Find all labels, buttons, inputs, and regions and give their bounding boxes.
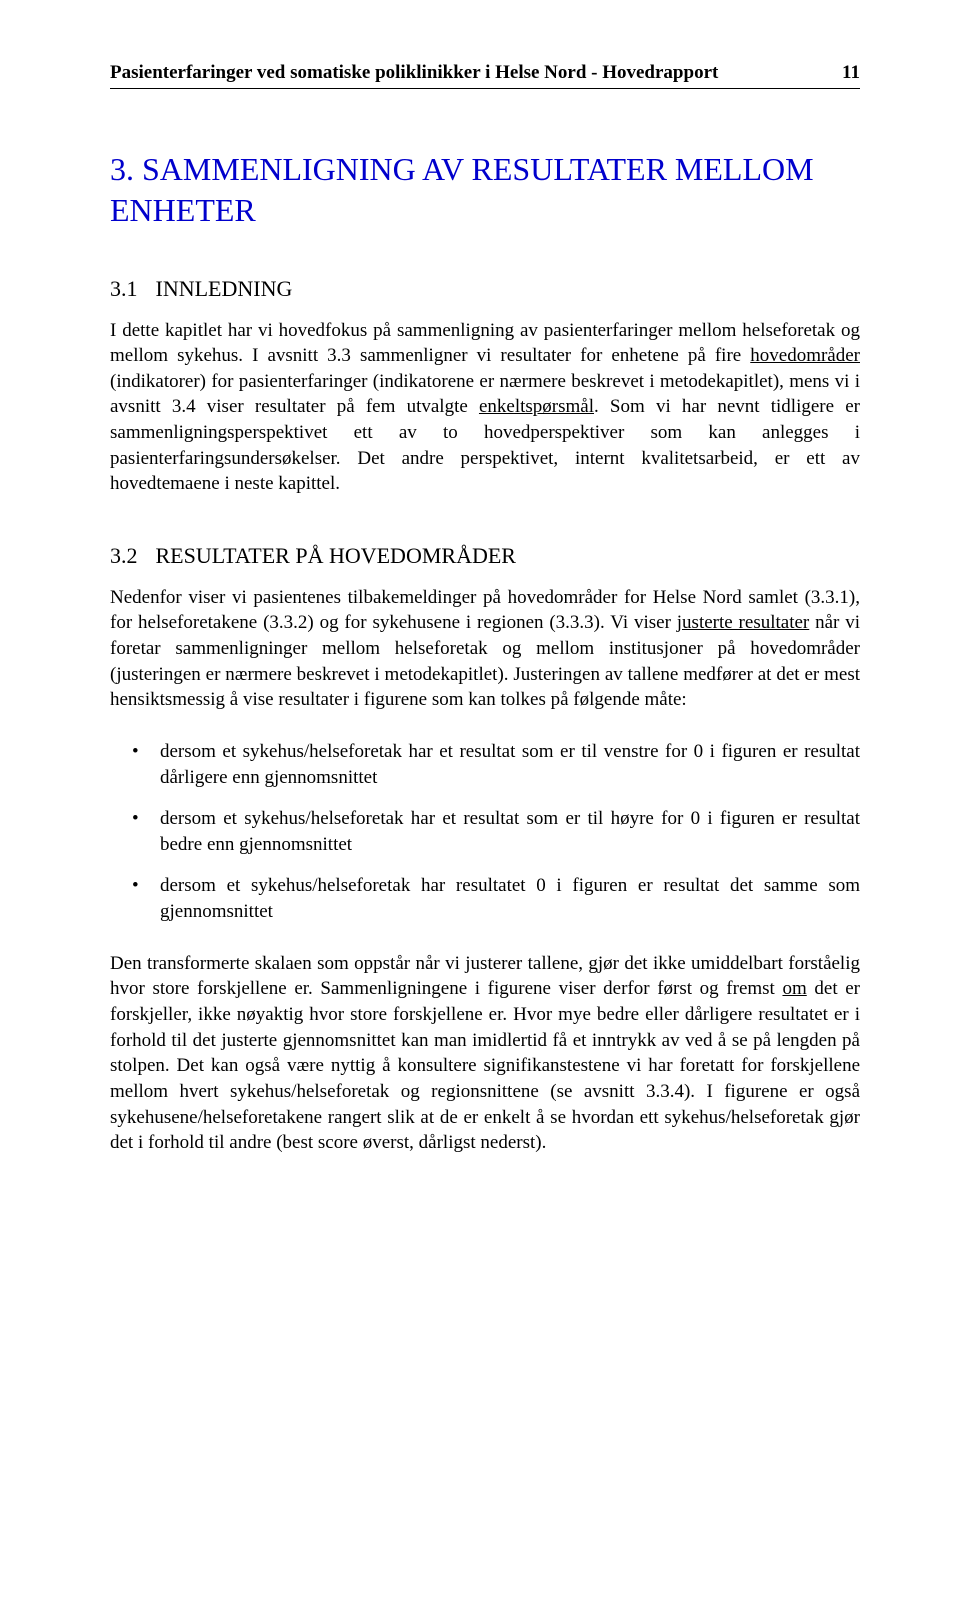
underlined-text: justerte resultater: [677, 612, 809, 633]
section-number: 3.1: [110, 276, 138, 301]
text-run: I dette kapitlet har vi hovedfokus på sa…: [110, 320, 860, 367]
underlined-text: enkeltspørsmål: [479, 396, 594, 417]
section-3-1-heading: 3.1 INNLEDNING: [110, 274, 860, 304]
section-3-2-paragraph-2: Den transformerte skalaen som oppstår nå…: [110, 951, 860, 1156]
header-page-number: 11: [842, 60, 860, 86]
underlined-text: om: [782, 978, 806, 999]
text-run: det er forskjeller, ikke nøyaktig hvor s…: [110, 978, 860, 1153]
section-title: INNLEDNING: [156, 276, 293, 301]
text-run: Den transformerte skalaen som oppstår nå…: [110, 953, 860, 1000]
section-3-1-paragraph: I dette kapitlet har vi hovedfokus på sa…: [110, 318, 860, 497]
section-3-2-paragraph-1: Nedenfor viser vi pasientenes tilbakemel…: [110, 585, 860, 713]
section-number: 3.2: [110, 543, 138, 568]
list-item: dersom et sykehus/helseforetak har et re…: [132, 739, 860, 790]
underlined-text: hovedområder: [750, 345, 860, 366]
section-3-2-heading: 3.2 RESULTATER PÅ HOVEDOMRÅDER: [110, 541, 860, 571]
chapter-title: 3. SAMMENLIGNING AV RESULTATER MELLOM EN…: [110, 149, 860, 232]
list-item: dersom et sykehus/helseforetak har et re…: [132, 806, 860, 857]
list-item: dersom et sykehus/helseforetak har resul…: [132, 873, 860, 924]
page-header: Pasienterfaringer ved somatiske poliklin…: [110, 60, 860, 89]
header-title: Pasienterfaringer ved somatiske poliklin…: [110, 60, 718, 86]
bullet-list: dersom et sykehus/helseforetak har et re…: [132, 739, 860, 925]
section-title: RESULTATER PÅ HOVEDOMRÅDER: [156, 543, 516, 568]
